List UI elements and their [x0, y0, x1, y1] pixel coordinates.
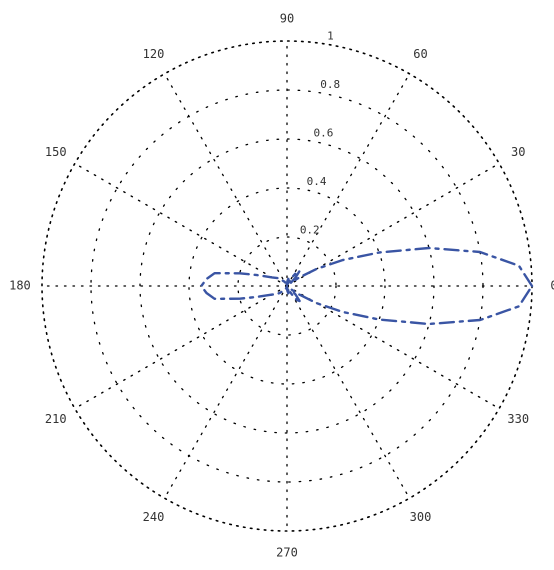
- angular-spokes: [41, 40, 533, 532]
- radial-tick-label: 0.2: [300, 223, 320, 236]
- radial-grid-circle: [188, 187, 386, 385]
- angle-tick-label: 60: [413, 47, 427, 61]
- angle-tick-label: 120: [143, 47, 165, 61]
- angle-tick-label: 30: [511, 145, 525, 159]
- angle-tick-label: 240: [143, 510, 165, 524]
- spoke-60: [286, 73, 411, 287]
- radial-tick-label: 0.6: [313, 126, 333, 139]
- spoke-30: [286, 162, 500, 287]
- angle-tick-label: 0: [550, 279, 554, 293]
- angle-tick-label: 270: [276, 546, 298, 560]
- spoke-120: [163, 73, 288, 287]
- data-series: [200, 246, 534, 326]
- radial-tick-label: 0.8: [320, 78, 340, 91]
- angle-tick-label: 300: [410, 510, 432, 524]
- radial-tick-label: 1: [327, 29, 334, 42]
- angle-tick-label: 210: [45, 412, 67, 426]
- spoke-150: [74, 162, 288, 287]
- radial-tick-labels: 0.2 0.4 0.6 0.8 1: [300, 29, 340, 236]
- radial-tick-label: 0.4: [307, 175, 327, 188]
- spoke-210: [74, 285, 288, 410]
- series-line: [200, 246, 534, 326]
- spoke-240: [163, 285, 288, 499]
- spoke-300: [286, 285, 411, 499]
- angle-tick-label: 180: [9, 279, 31, 293]
- angle-tick-label: 330: [507, 412, 529, 426]
- angle-tick-label: 150: [45, 145, 67, 159]
- angle-tick-label: 90: [280, 11, 294, 25]
- radial-grid-circle: [139, 138, 435, 434]
- angular-tick-labels: 0 30 60 90 120 150 180 210 240 270 300 330: [9, 11, 554, 559]
- radial-grid-circle: [237, 236, 337, 336]
- spoke-330: [286, 285, 500, 410]
